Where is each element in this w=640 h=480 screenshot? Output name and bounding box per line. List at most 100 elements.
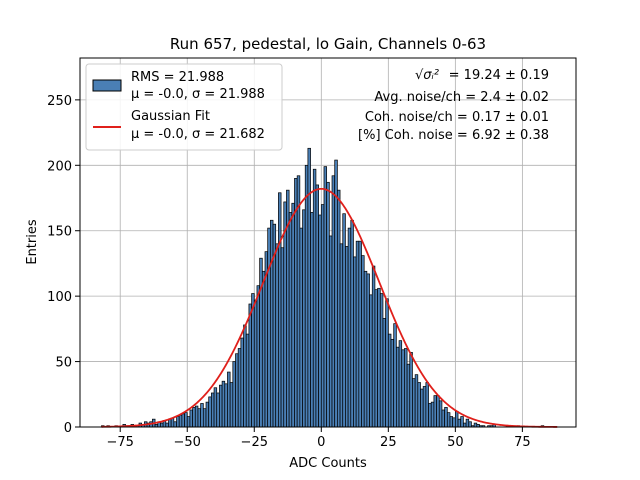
histogram-bar [211,392,215,428]
histogram-bar [387,333,392,428]
histogram-bar [323,166,328,428]
histogram-bar [245,333,250,428]
legend-entry-1-line1: RMS = 21.988 [131,70,224,85]
histogram-bar [280,247,285,428]
histogram-bar [430,401,435,428]
histogram-bar [425,382,429,428]
histogram-bar [294,178,298,428]
chart-title: Run 657, pedestal, lo Gain, Channels 0-6… [170,35,486,53]
y-tick-label: 50 [55,356,72,371]
x-axis-label: ADC Counts [289,456,367,471]
histogram-bar [366,273,370,428]
histogram-bar [312,168,317,428]
histogram-bar [192,407,196,428]
histogram-bar [197,408,201,428]
histogram-bar [355,240,360,428]
histogram-bar [235,353,239,428]
histogram-bar [267,227,271,428]
x-tick-label: 0 [317,435,325,450]
y-tick-label: 150 [47,225,72,240]
histogram-bar [213,387,218,428]
histogram-bar [446,412,451,428]
histogram-bar [296,175,301,428]
histogram-bar [441,409,445,428]
histogram-bar [420,388,424,428]
histogram-bar [452,417,456,428]
histogram-bar [412,378,416,428]
fit-layer [101,187,558,428]
histogram-bar [342,213,346,428]
histogram-bar [433,395,437,428]
histogram-bar [353,256,357,428]
histogram-bar [253,299,258,428]
histogram-bar [178,414,183,428]
histogram-bar [219,384,223,428]
histogram-bar [369,294,373,428]
histogram-bar [449,416,454,428]
histogram-bar [374,289,378,428]
histogram-bar [270,219,274,428]
histogram-bar [331,175,336,428]
histogram-bar [345,246,349,428]
histogram-bar [202,408,207,428]
histogram-bar [401,349,405,428]
histogram-bar [318,214,322,428]
histogram-bar [406,363,411,428]
histogram-bar [326,181,330,428]
histogram-bar [248,303,252,428]
histogram-bar [160,422,164,428]
histogram-bar [224,383,228,428]
legend-entry-2-line2: μ = -0.0, σ = 21.682 [131,127,265,142]
histogram-bar [393,323,397,428]
histogram-bar [240,337,244,428]
histogram-bar [275,243,279,428]
histogram-bar [396,346,400,428]
histogram-bar [315,184,319,428]
histogram-bar [288,212,293,428]
annotation-coh-noise-percent: [%] Coh. noise = 6.92 ± 0.38 [358,128,549,143]
legend-entry-1-line2: μ = -0.0, σ = 21.988 [131,87,265,102]
annotation-coh-noise: Coh. noise/ch = 0.17 ± 0.01 [365,110,549,125]
y-tick-label: 250 [47,94,72,109]
gaussian-fit-curve [101,187,558,428]
y-tick-label: 100 [47,290,72,305]
histogram-bar [382,318,386,428]
histogram-bar [221,380,226,428]
y-tick-label: 200 [47,159,72,174]
ticks-layer: −75 −50 −25 0 25 50 75 0 50 100 150 200 250 [47,94,530,450]
histogram-bar [299,227,303,428]
histogram-bar [173,421,177,428]
histogram-bar [460,416,464,428]
histogram-bar [176,416,180,428]
x-tick-label: 25 [380,435,397,450]
histogram-bar [414,374,419,428]
histogram-bar [205,401,210,428]
histogram-bar [390,338,395,428]
histogram-bar [444,407,448,428]
histogram-bar [358,240,362,428]
histogram-bar [428,403,432,428]
histogram-bar [361,255,365,428]
histogram-bar [189,409,193,428]
histogram-bar [256,285,260,428]
histogram-bar [463,422,467,428]
histogram-bar [320,204,325,428]
axes-frame [79,57,577,428]
histogram-bar [473,422,478,428]
legend-entry-2-line1: Gaussian Fit [131,109,210,124]
histogram-bar [232,361,236,428]
histogram-bar [455,410,459,428]
histogram-bar [404,348,408,428]
histogram-bar [278,192,282,428]
histogram-bar [251,293,255,428]
histogram-bar [261,270,266,428]
histogram-bar [385,298,389,428]
histogram-bar [186,416,191,428]
annotation-sigma-value: = 19.24 ± 0.19 [449,68,549,83]
y-tick-label: 0 [64,421,72,436]
y-axis-label: Entries [25,219,40,265]
histogram-bar [371,265,376,428]
histogram-bar [194,405,199,428]
histogram-bar [291,202,295,428]
histogram-bar [457,418,462,428]
